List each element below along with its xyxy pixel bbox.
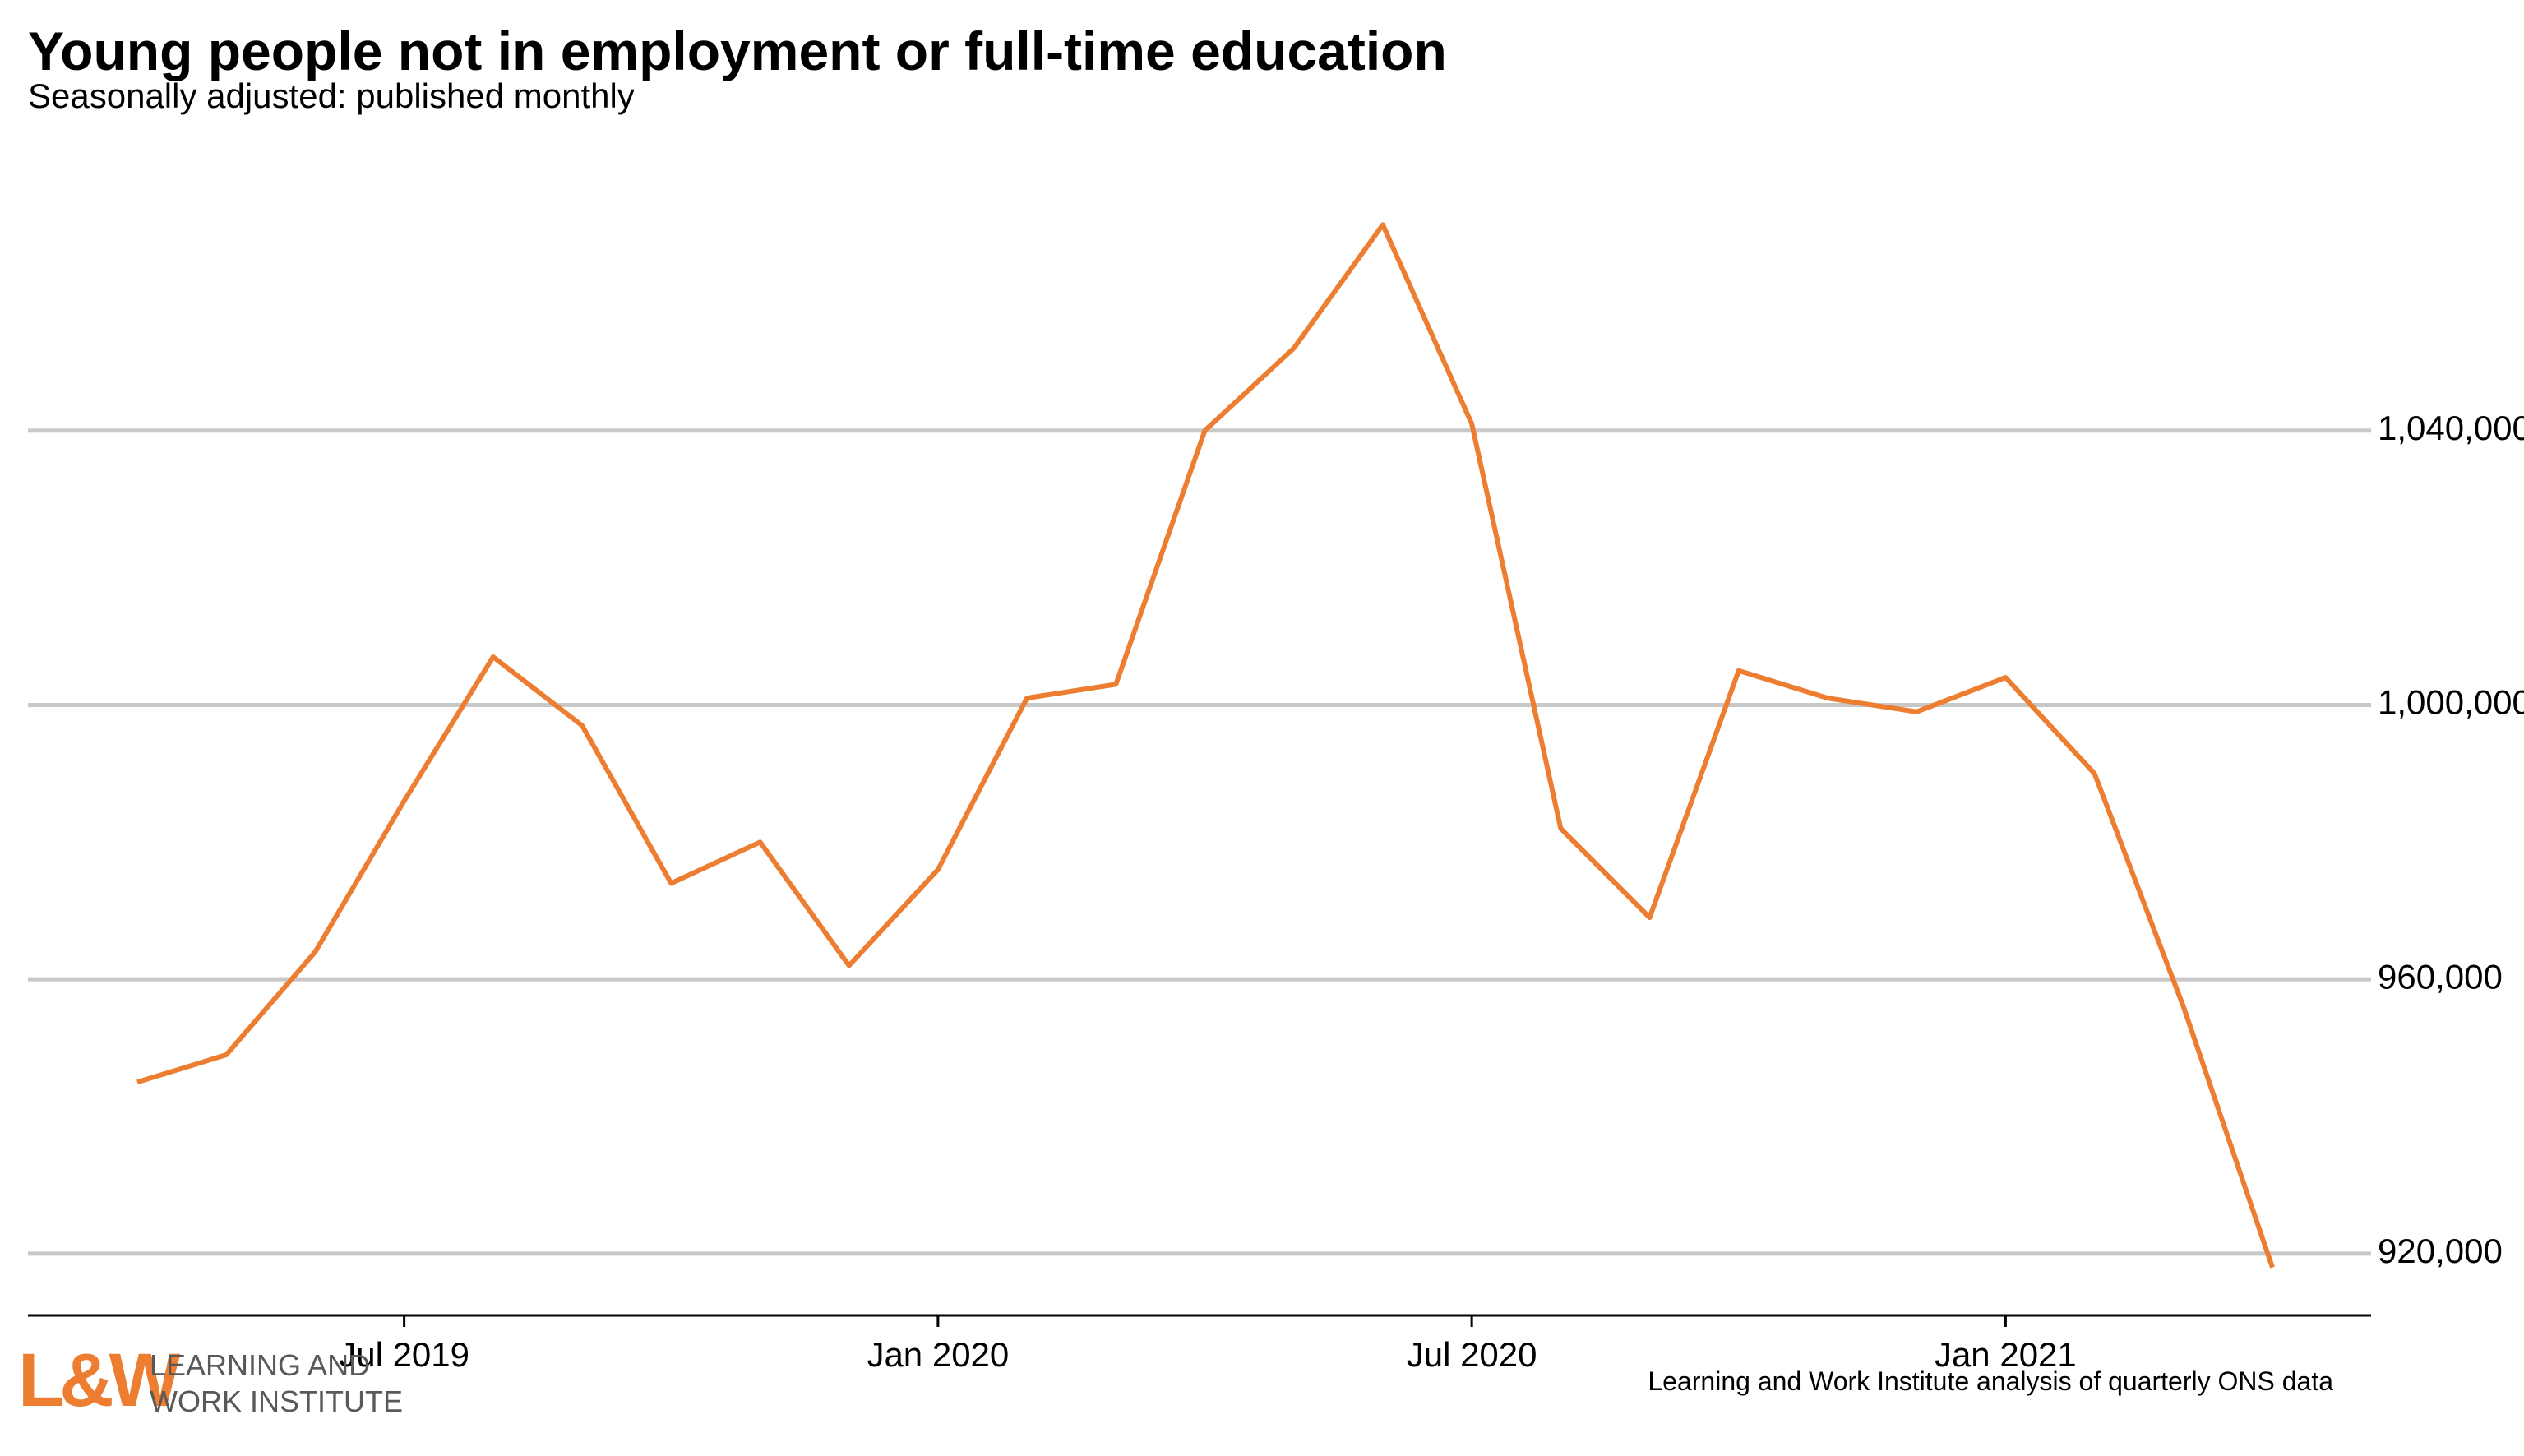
x-tick-label: Jul 2019 [339,1335,469,1374]
logo-line-2: WORK INSTITUTE [150,1384,403,1418]
logo-mark: L&W [18,1338,181,1422]
y-tick-label: 920,000 [2378,1232,2503,1270]
series-layer [136,222,2275,1269]
y-tick-label: 1,040,000 [2378,409,2524,447]
y-tick-label: 1,000,000 [2378,683,2524,722]
source-note: Learning and Work Institute analysis of … [1648,1366,2333,1396]
x-axis: Jul 2019 Jan 2020 Jul 2020 Jan 2021 [28,1314,2371,1374]
logo-line-1: LEARNING AND [150,1348,370,1382]
y-axis: 920,000 960,000 1,000,000 1,040,000 [2378,409,2524,1270]
x-tick-label: Jan 2021 [1935,1335,2077,1374]
chart-title: Young people not in employment or full-t… [28,21,1447,81]
series-line [136,222,2275,1269]
learning-work-logo: L&W LEARNING AND WORK INSTITUTE [18,1338,403,1422]
gridlines [28,428,2371,1256]
chart-subtitle: Seasonally adjusted: published monthly [28,76,635,115]
x-tick-label: Jul 2020 [1407,1335,1537,1374]
y-tick-label: 960,000 [2378,957,2503,996]
x-tick-label: Jan 2020 [867,1335,1009,1374]
